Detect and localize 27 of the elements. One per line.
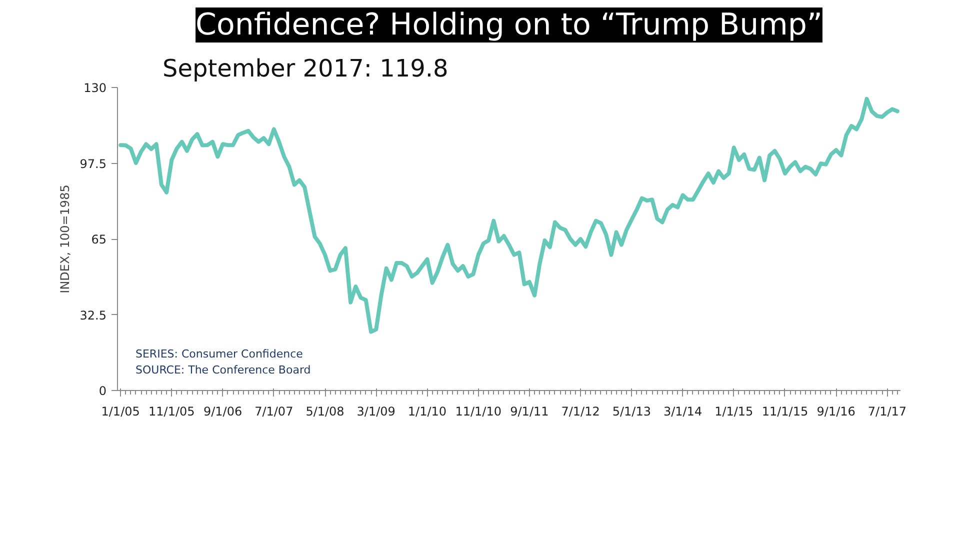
x-tick-label: 11/1/10 (455, 404, 502, 418)
x-tick-label: 11/1/05 (148, 404, 195, 418)
y-tick-label: 0 (98, 384, 107, 398)
y-tick-label: 32.5 (80, 308, 106, 322)
x-tick-label: 9/1/06 (203, 404, 242, 418)
x-tick-label: 7/1/07 (254, 404, 294, 418)
chart-title: Confidence? Holding on to “Trump Bump” (196, 8, 822, 42)
x-tick-label: 9/1/16 (816, 404, 856, 418)
x-tick-label: 7/1/17 (868, 404, 907, 418)
x-tick-label: 5/1/13 (612, 404, 651, 418)
y-tick-label: 65 (91, 232, 107, 246)
x-tick-label: 11/1/15 (762, 404, 808, 418)
y-axis-title: INDEX, 100=1985 (58, 184, 72, 294)
x-tick-label: 3/1/09 (356, 404, 396, 418)
x-tick-label: 1/1/10 (408, 404, 447, 418)
annotation: SOURCE: The Conference Board (136, 364, 311, 376)
x-tick-label: 3/1/14 (663, 404, 702, 418)
x-tick-label: 9/1/11 (510, 404, 549, 418)
x-tick-label: 5/1/08 (306, 404, 344, 418)
x-tick-label: 1/1/05 (101, 404, 140, 418)
x-tick-label: 7/1/12 (561, 404, 600, 418)
y-tick-label: 130 (84, 81, 106, 95)
line-series (118, 96, 900, 334)
annotation: SERIES: Consumer Confidence (136, 348, 304, 360)
chart-subtitle: September 2017: 119.8 (162, 54, 448, 82)
x-tick-label: 1/1/15 (714, 404, 754, 418)
y-tick-label: 97.5 (80, 156, 106, 171)
